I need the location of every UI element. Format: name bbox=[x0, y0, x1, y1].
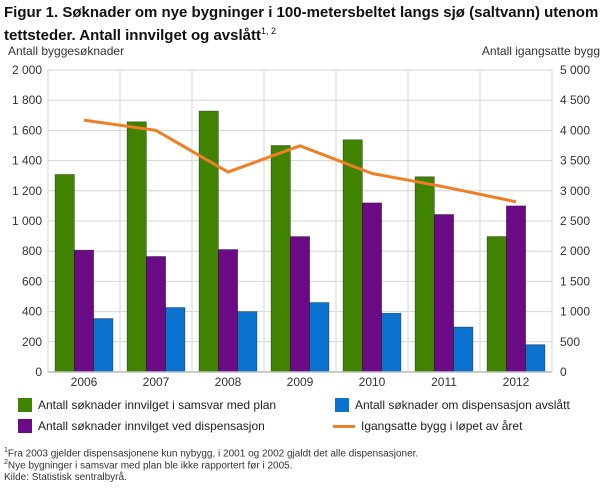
bar bbox=[309, 302, 330, 373]
legend-label: Antall søknader innvilget ved dispensasj… bbox=[38, 419, 265, 433]
bar bbox=[434, 214, 455, 373]
bar bbox=[146, 256, 167, 373]
legend-label: Antall søknader innvilget i samsvar med … bbox=[38, 398, 277, 412]
y-tick-label: 1 600 bbox=[12, 123, 42, 137]
line-series bbox=[83, 118, 517, 204]
bar bbox=[73, 249, 94, 373]
x-tick-label: 2012 bbox=[503, 375, 530, 389]
y-tick-label: 1 800 bbox=[12, 93, 42, 107]
x-tick-label: 2008 bbox=[215, 375, 242, 389]
source: Kilde: Statistisk sentralbyrå. bbox=[4, 472, 127, 483]
y-right-tick-label: 0 bbox=[560, 365, 567, 379]
legend-item-dispensasjon: Antall søknader innvilget ved dispensasj… bbox=[18, 419, 265, 433]
legend-item-igangsatte: Igangsatte bygg i løpet av året bbox=[333, 419, 522, 433]
chart-title: Figur 1. Søknader om nye bygninger i 100… bbox=[4, 3, 604, 45]
y-right-tick-label: 3 000 bbox=[560, 184, 590, 198]
y-tick-label: 1 400 bbox=[12, 154, 42, 168]
bar bbox=[54, 174, 75, 373]
legend-line bbox=[333, 424, 355, 428]
y-right-tick-label: 5 000 bbox=[560, 63, 590, 77]
x-tick-label: 2006 bbox=[71, 375, 98, 389]
x-tick-label: 2009 bbox=[287, 375, 314, 389]
y-tick-label: 1 000 bbox=[12, 214, 42, 228]
bar bbox=[525, 344, 546, 373]
title-text: Figur 1. Søknader om nye bygninger i 100… bbox=[4, 4, 599, 44]
legend-swatch bbox=[18, 419, 32, 433]
legend-swatch bbox=[18, 398, 32, 412]
bar bbox=[342, 139, 363, 373]
footnote-marker: 1 bbox=[4, 447, 8, 454]
bar bbox=[218, 249, 239, 373]
y-right-tick-label: 2 500 bbox=[560, 214, 590, 228]
y-right-tick-label: 1 500 bbox=[560, 274, 590, 288]
left-axis-label: Antall byggesøknader bbox=[8, 44, 125, 58]
bar bbox=[126, 121, 147, 373]
y-right-tick-label: 1 000 bbox=[560, 305, 590, 319]
bar bbox=[93, 318, 114, 373]
right-axis-label: Antall igangsatte bygg bbox=[481, 44, 600, 58]
y-right-tick-label: 500 bbox=[560, 335, 580, 349]
y-right-tick-label: 3 500 bbox=[560, 154, 590, 168]
x-tick-label: 2007 bbox=[143, 375, 170, 389]
footnote-2: 2Nye bygninger i samsvar med plan ble ik… bbox=[4, 459, 292, 471]
chart-plot: 0 200 400 600 800 1 000 1 200 1 400 1 600 1 800 2 … bbox=[12, 63, 590, 389]
legend-item-plan: Antall søknader innvilget i samsvar med … bbox=[18, 398, 276, 412]
y-tick-label: 1 200 bbox=[12, 184, 42, 198]
y-tick-label: 200 bbox=[22, 335, 42, 349]
y-tick-label: 2 000 bbox=[12, 63, 42, 77]
footnote-text: Fra 2003 gjelder dispensasjonene kun nyb… bbox=[7, 448, 419, 460]
y-tick-label: 0 bbox=[35, 365, 42, 379]
y-tick-label: 400 bbox=[22, 305, 42, 319]
legend-item-avslatt: Antall søknader om dispensasjon avslått bbox=[335, 398, 570, 412]
bar bbox=[506, 205, 527, 373]
bar bbox=[270, 145, 291, 373]
legend-label: Igangsatte bygg i løpet av året bbox=[361, 419, 523, 433]
y-tick-label: 800 bbox=[22, 244, 42, 258]
y-right-tick-label: 2 000 bbox=[560, 244, 590, 258]
bar bbox=[290, 236, 311, 373]
bar bbox=[381, 312, 402, 373]
legend-swatch bbox=[335, 398, 349, 412]
bar bbox=[165, 307, 186, 373]
footnote-marker: 2 bbox=[4, 459, 8, 466]
legend-label: Antall søknader om dispensasjon avslått bbox=[355, 398, 570, 412]
bar bbox=[362, 202, 383, 373]
bar bbox=[453, 326, 474, 373]
x-tick-label: 2010 bbox=[359, 375, 386, 389]
x-tick-label: 2011 bbox=[431, 375, 457, 389]
footnote-text: Nye bygninger i samsvar med plan ble ikk… bbox=[7, 460, 293, 472]
bar bbox=[414, 176, 435, 373]
bar bbox=[486, 236, 507, 373]
y-right-tick-label: 4 500 bbox=[560, 93, 590, 107]
y-right-tick-label: 4 000 bbox=[560, 123, 590, 137]
title-footnote-ref: 1, 2 bbox=[261, 26, 277, 36]
footnote-1: 1Fra 2003 gjelder dispensasjonene kun ny… bbox=[4, 447, 418, 459]
y-tick-label: 600 bbox=[22, 274, 42, 288]
bar bbox=[237, 311, 258, 373]
bar bbox=[198, 110, 219, 373]
